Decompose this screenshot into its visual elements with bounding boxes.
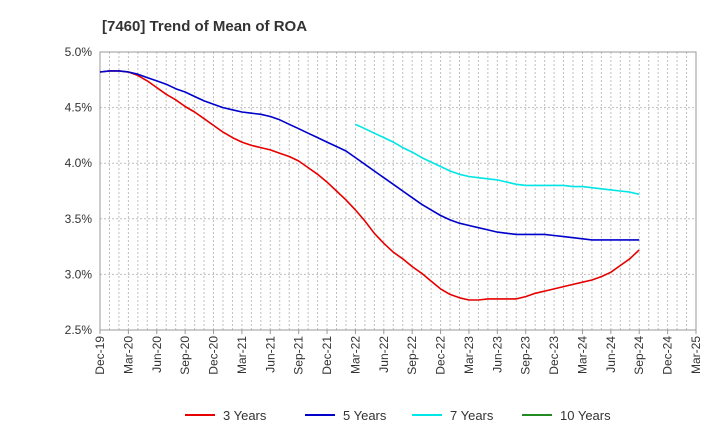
x-tick-label: Jun-21 <box>263 336 277 373</box>
x-tick-label: Mar-20 <box>121 336 135 374</box>
x-tick-label: Jun-22 <box>377 336 391 373</box>
series-line-5-years <box>99 70 640 241</box>
y-tick-label: 4.0% <box>65 156 93 170</box>
legend-label: 7 Years <box>450 408 494 423</box>
grid-lines <box>100 52 696 330</box>
x-tick-label: Mar-22 <box>348 336 362 374</box>
x-tick-label: Sep-23 <box>519 336 533 375</box>
x-tick-label: Sep-24 <box>632 336 646 375</box>
y-tick-label: 3.0% <box>65 267 93 281</box>
y-tick-label: 5.0% <box>65 45 93 59</box>
y-axis-ticks: 2.5% 3.0% 3.5% 4.0% 4.5% 5.0% <box>65 45 93 337</box>
x-tick-label: Dec-21 <box>320 336 334 375</box>
x-tick-label: Dec-20 <box>207 336 221 375</box>
chart-title: [7460] Trend of Mean of ROA <box>102 18 307 35</box>
x-tick-label: Mar-21 <box>235 336 249 374</box>
series-lines <box>99 70 640 301</box>
x-tick-label: Sep-22 <box>405 336 419 375</box>
legend-label: 3 Years <box>223 408 267 423</box>
x-tick-label: Sep-21 <box>292 336 306 375</box>
legend: 3 Years 5 Years 7 Years 10 Years <box>185 408 611 423</box>
series-line-3-years <box>99 70 640 301</box>
y-tick-label: 2.5% <box>65 323 93 337</box>
x-tick-label: Dec-19 <box>93 336 107 375</box>
x-tick-label: Jun-20 <box>150 336 164 373</box>
x-tick-label: Sep-20 <box>178 336 192 375</box>
plot-area-frame <box>99 51 697 331</box>
x-tick-label: Jun-24 <box>604 336 618 373</box>
x-tick-label: Dec-23 <box>547 336 561 375</box>
x-tick-label: Mar-25 <box>689 336 703 374</box>
x-tick-label: Mar-23 <box>462 336 476 374</box>
legend-label: 10 Years <box>560 408 611 423</box>
x-tick-label: Dec-24 <box>661 336 675 375</box>
x-tick-label: Mar-24 <box>575 336 589 374</box>
x-tick-label: Jun-23 <box>490 336 504 373</box>
series-line-7-years <box>355 123 640 196</box>
x-axis-ticks: Dec-19 Mar-20 Jun-20 Sep-20 Dec-20 Mar-21 Jun-… <box>93 330 703 375</box>
legend-label: 5 Years <box>343 408 387 423</box>
y-tick-label: 3.5% <box>65 212 93 226</box>
y-tick-label: 4.5% <box>65 101 93 115</box>
x-tick-label: Dec-22 <box>434 336 448 375</box>
